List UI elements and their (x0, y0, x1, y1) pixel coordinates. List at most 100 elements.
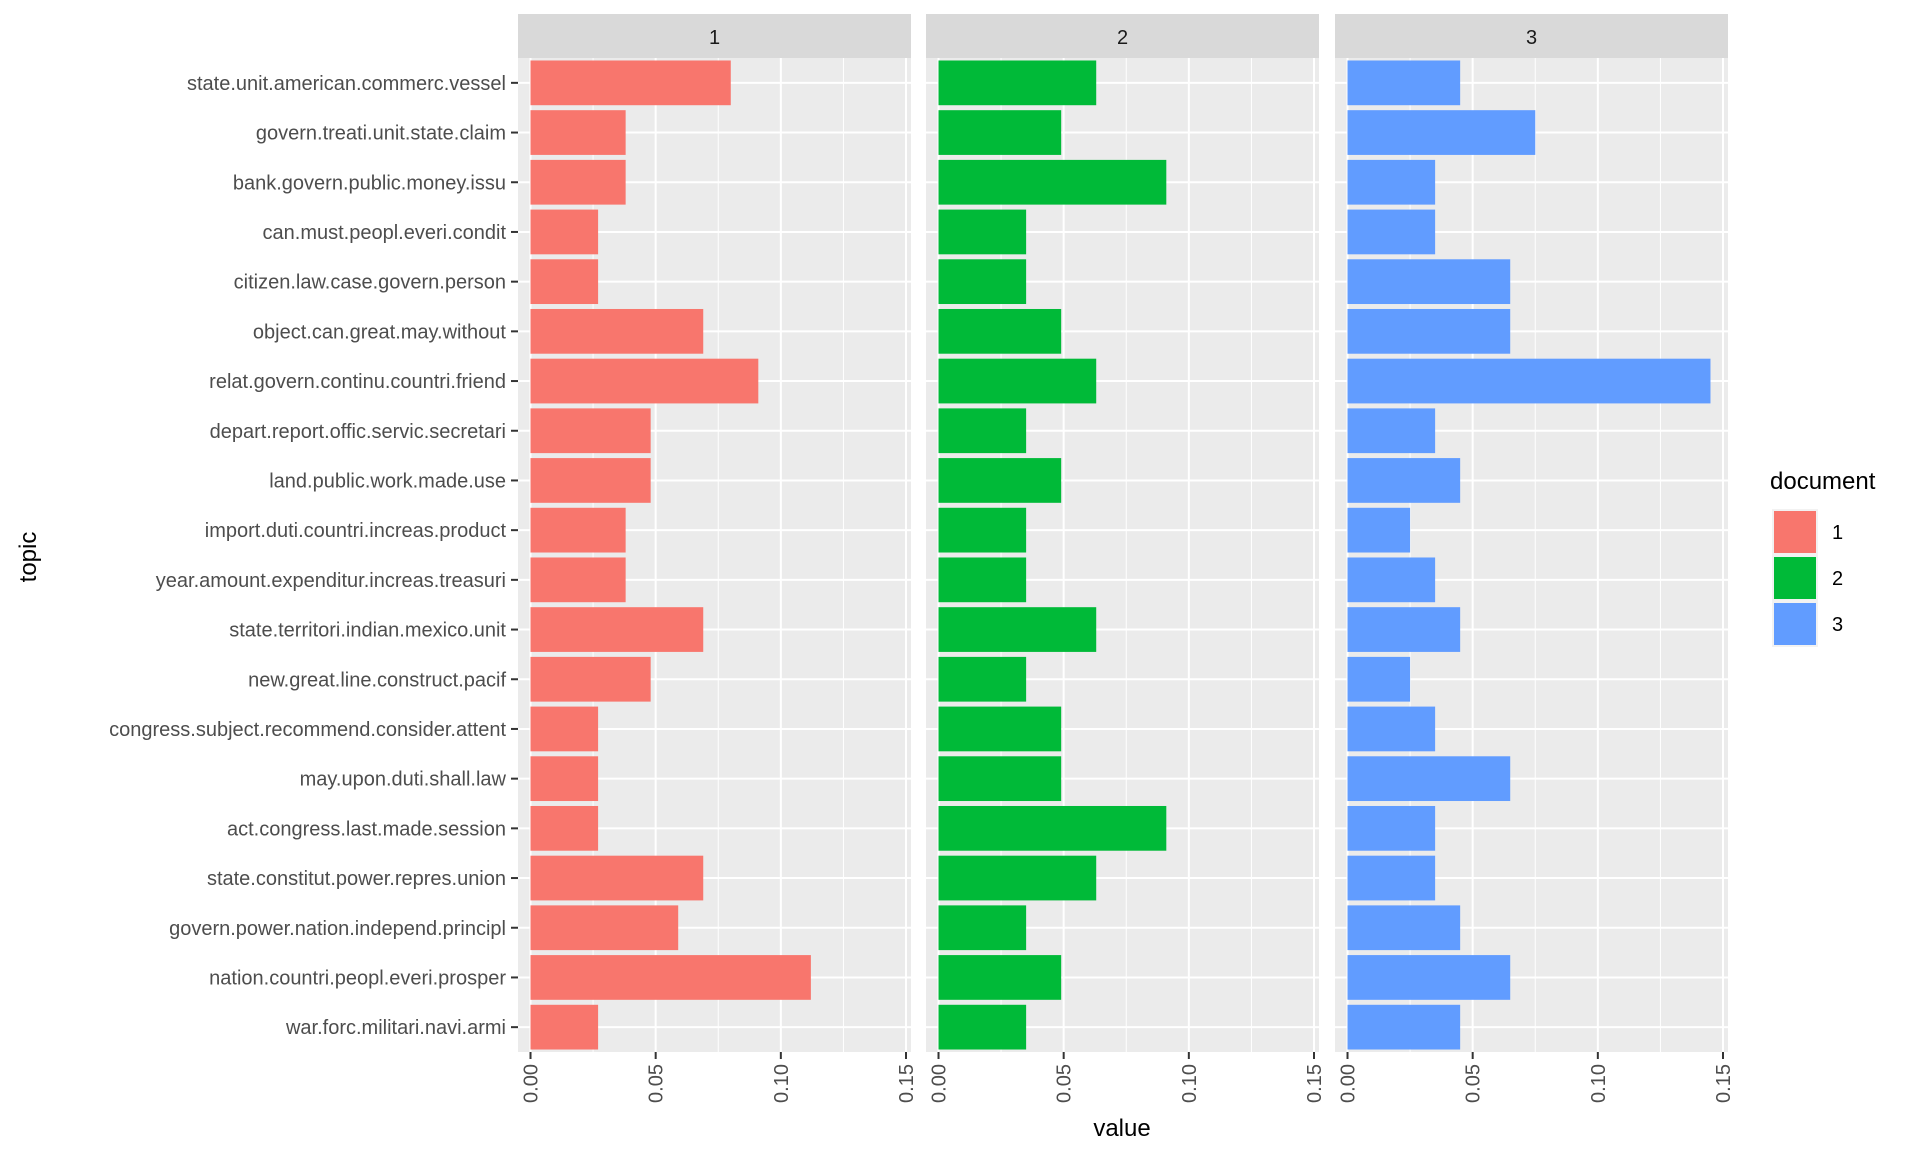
bar-doc2-state.unit.american.commerc.vessel (938, 60, 1097, 106)
y-tick-label: act.congress.last.made.session (227, 818, 506, 840)
bar-doc3-relat.govern.continu.countri.friend (1347, 358, 1711, 404)
x-axes: 0.00 0.05 0.10 0.15 0.00 0.05 0.10 0.15 0.00 0.05… (521, 1052, 1735, 1103)
y-tick-label: object.can.great.may.without (253, 321, 507, 343)
bar-doc3-may.upon.duti.shall.law (1347, 756, 1511, 802)
bar-doc2-depart.report.offic.servic.secretari (938, 408, 1027, 454)
x-tick-label: 0.05 (1463, 1064, 1485, 1103)
panel-background (1335, 58, 1728, 1052)
bar-doc3-state.unit.american.commerc.vessel (1347, 60, 1461, 106)
bar-doc3-new.great.line.construct.pacif (1347, 656, 1411, 702)
bar-doc1-object.can.great.may.without (530, 308, 704, 354)
bar-doc2-state.constitut.power.repres.union (938, 855, 1097, 901)
bar-doc1-can.must.peopl.everi.condit (530, 209, 599, 255)
y-tick-label: depart.report.offic.servic.secretari (210, 421, 506, 443)
bar-doc1-year.amount.expenditur.increas.treasuri (530, 557, 626, 603)
facet-panel-3: 3 (1335, 14, 1728, 1052)
y-tick-label: land.public.work.made.use (269, 470, 506, 492)
x-tick-label: 0.00 (1338, 1064, 1360, 1103)
y-tick-label: state.constitut.power.repres.union (207, 868, 506, 890)
facet-strip-label: 3 (1526, 27, 1537, 49)
bar-doc3-import.duti.countri.increas.product (1347, 507, 1411, 553)
x-axis-title: value (1093, 1115, 1150, 1142)
y-tick-label: state.unit.american.commerc.vessel (187, 73, 506, 95)
x-tick-label: 0.10 (771, 1064, 793, 1103)
y-tick-label: govern.power.nation.independ.principl (169, 918, 506, 940)
bar-doc3-govern.treati.unit.state.claim (1347, 110, 1536, 155)
y-tick-label: bank.govern.public.money.issu (233, 172, 506, 194)
bar-doc1-land.public.work.made.use (530, 458, 651, 503)
bar-doc1-import.duti.countri.increas.product (530, 507, 626, 553)
facet-panel-2: 2 (926, 14, 1319, 1052)
bar-doc2-nation.countri.peopl.everi.prosper (938, 955, 1062, 1000)
bar-doc3-bank.govern.public.money.issu (1347, 159, 1436, 205)
x-tick-label: 0.00 (929, 1064, 951, 1103)
y-tick-label: state.territori.indian.mexico.unit (229, 620, 506, 642)
bar-doc2-state.territori.indian.mexico.unit (938, 607, 1097, 652)
bar-doc1-congress.subject.recommend.consider.attent (530, 706, 599, 752)
legend-label: 3 (1832, 614, 1843, 636)
bar-doc2-object.can.great.may.without (938, 308, 1062, 354)
y-tick-label: relat.govern.continu.countri.friend (209, 371, 506, 393)
bar-doc3-can.must.peopl.everi.condit (1347, 209, 1436, 255)
bar-doc2-import.duti.countri.increas.product (938, 507, 1027, 553)
bar-doc1-bank.govern.public.money.issu (530, 159, 626, 205)
facet-panel-1: 1 (518, 14, 911, 1052)
y-axis-title: topic (15, 532, 42, 583)
bar-doc2-war.forc.militari.navi.armi (938, 1004, 1027, 1050)
bar-doc2-can.must.peopl.everi.condit (938, 209, 1027, 255)
bar-doc1-new.great.line.construct.pacif (530, 656, 651, 702)
x-tick-label: 0.10 (1179, 1064, 1201, 1103)
y-tick-label: nation.countri.peopl.everi.prosper (209, 967, 506, 989)
bar-doc3-year.amount.expenditur.increas.treasuri (1347, 557, 1436, 603)
facet-strip-bg (1335, 14, 1728, 58)
x-tick-label: 0.00 (521, 1064, 543, 1103)
legend-label: 2 (1832, 568, 1843, 590)
bar-doc1-act.congress.last.made.session (530, 805, 599, 851)
y-tick-label: import.duti.countri.increas.product (205, 520, 507, 542)
bar-doc1-relat.govern.continu.countri.friend (530, 358, 759, 404)
x-tick-label: 0.05 (1054, 1064, 1076, 1103)
bar-doc2-year.amount.expenditur.increas.treasuri (938, 557, 1027, 603)
bar-doc3-depart.report.offic.servic.secretari (1347, 408, 1436, 454)
legend-label: 1 (1832, 522, 1843, 544)
bar-doc1-may.upon.duti.shall.law (530, 756, 599, 802)
bar-doc2-citizen.law.case.govern.person (938, 259, 1027, 305)
y-tick-label: citizen.law.case.govern.person (234, 272, 506, 294)
x-tick-label: 0.05 (646, 1064, 668, 1103)
bar-doc1-nation.countri.peopl.everi.prosper (530, 955, 811, 1000)
bar-doc3-act.congress.last.made.session (1347, 805, 1436, 851)
bar-doc2-congress.subject.recommend.consider.attent (938, 706, 1062, 752)
bar-doc1-depart.report.offic.servic.secretari (530, 408, 651, 454)
bar-doc2-govern.power.nation.independ.principl (938, 905, 1027, 951)
x-tick-label: 0.10 (1588, 1064, 1610, 1103)
y-tick-label: can.must.peopl.everi.condit (263, 222, 507, 244)
y-tick-label: new.great.line.construct.pacif (248, 669, 506, 691)
bar-doc2-new.great.line.construct.pacif (938, 656, 1027, 702)
facet-strip-bg (518, 14, 911, 58)
bar-doc1-govern.power.nation.independ.principl (530, 905, 679, 951)
bar-doc3-citizen.law.case.govern.person (1347, 259, 1511, 305)
y-tick-label: govern.treati.unit.state.claim (256, 123, 506, 145)
bar-doc1-citizen.law.case.govern.person (530, 259, 599, 305)
bar-doc3-object.can.great.may.without (1347, 308, 1511, 354)
y-tick-label: congress.subject.recommend.consider.atte… (109, 719, 506, 741)
bar-doc2-may.upon.duti.shall.law (938, 756, 1062, 802)
legend-title: document (1770, 468, 1876, 495)
panel-background (518, 58, 911, 1052)
bar-doc1-war.forc.militari.navi.armi (530, 1004, 599, 1050)
bar-doc3-war.forc.militari.navi.armi (1347, 1004, 1461, 1050)
bar-doc3-nation.countri.peopl.everi.prosper (1347, 955, 1511, 1000)
facet-panels: 1 2 3 (518, 14, 1728, 1052)
bar-doc2-bank.govern.public.money.issu (938, 159, 1167, 205)
bar-doc3-state.territori.indian.mexico.unit (1347, 607, 1461, 652)
legend-key-3 (1774, 603, 1816, 645)
y-tick-label: may.upon.duti.shall.law (300, 769, 507, 791)
panel-background (926, 58, 1319, 1052)
y-tick-label: year.amount.expenditur.increas.treasuri (156, 570, 506, 592)
x-tick-label: 0.15 (1304, 1064, 1326, 1103)
bar-doc3-land.public.work.made.use (1347, 458, 1461, 503)
bar-doc1-govern.treati.unit.state.claim (530, 110, 626, 155)
legend-key-2 (1774, 557, 1816, 599)
facet-strip-label: 2 (1117, 27, 1128, 49)
